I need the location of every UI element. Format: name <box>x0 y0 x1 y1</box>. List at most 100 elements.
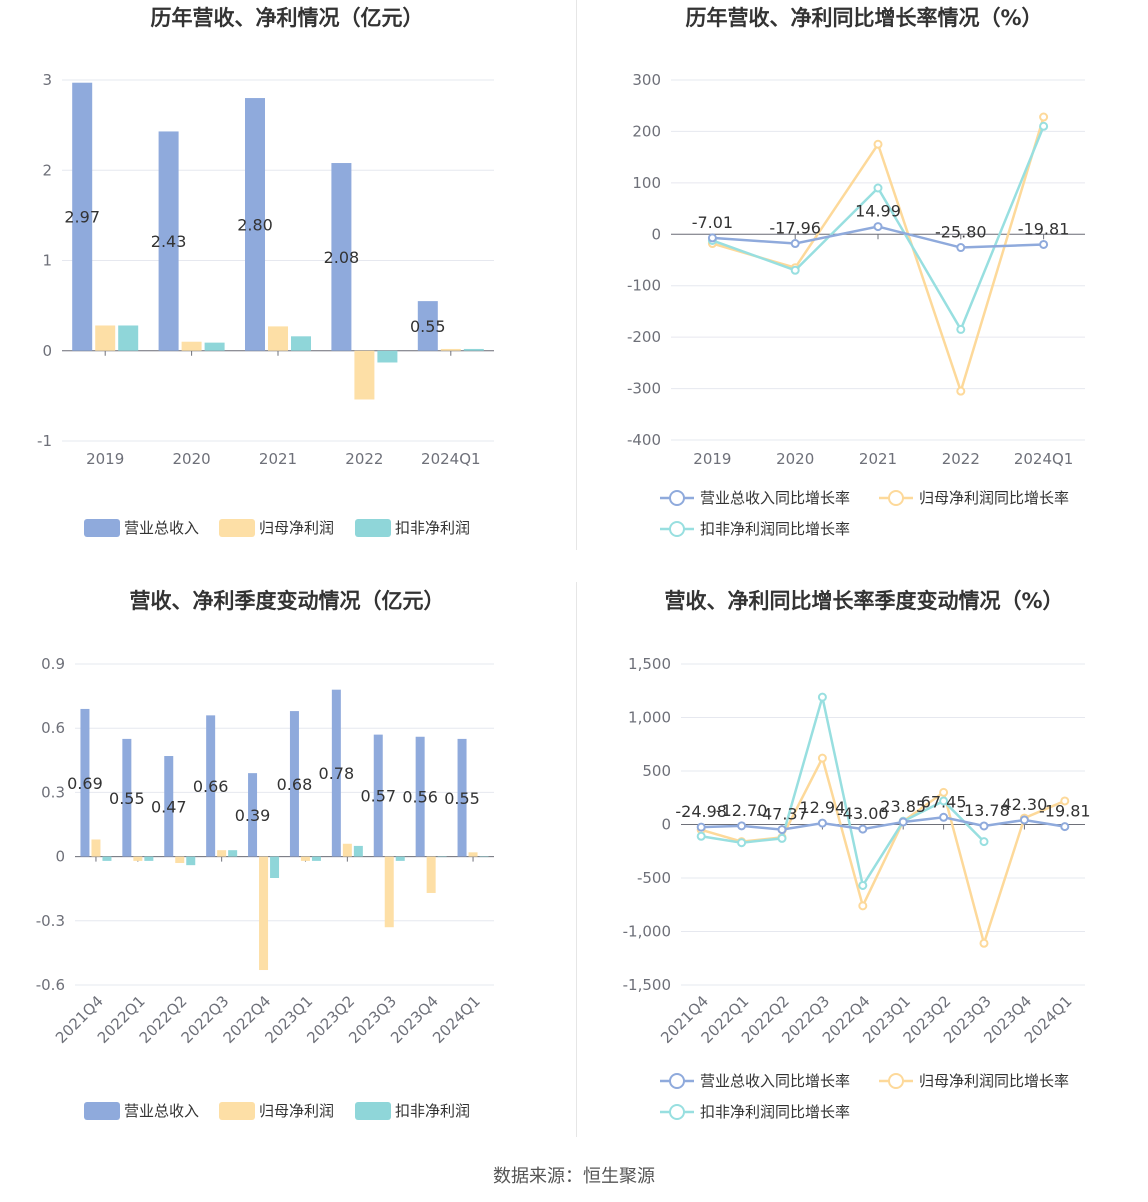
legend-swatch <box>355 1102 391 1120</box>
data-point <box>858 824 868 834</box>
y-tick-label: -100 <box>627 277 661 295</box>
data-label: 0.56 <box>402 788 438 807</box>
legend-marker <box>669 1073 685 1089</box>
data-point <box>1019 815 1029 825</box>
y-tick-label: 1 <box>42 252 52 270</box>
x-tick-label: 2020 <box>776 450 814 468</box>
bar-deducted-profit <box>479 856 489 858</box>
data-label: -19.81 <box>1039 802 1091 821</box>
data-label: 0.69 <box>67 774 103 793</box>
bar-revenue <box>248 773 258 857</box>
y-tick-label: 0.3 <box>41 783 65 801</box>
data-point <box>939 787 949 797</box>
y-tick-label: 0 <box>661 816 671 834</box>
bar-revenue <box>415 736 425 857</box>
data-point <box>817 692 827 702</box>
chart-annual-growth: -400 -300 -200 -100 0 100 200 300 2019 2020 2021 20… <box>627 71 1085 538</box>
legend-swatch <box>84 519 120 537</box>
legend-label: 扣非净利润同比增长率 <box>700 1103 850 1121</box>
panel-quarterly-growth: 营收、净利同比增长率季度变动情况（%） -1,500 -1,000 -500 0 500… <box>577 583 1148 1163</box>
x-tick-label: 2019 <box>693 450 731 468</box>
data-point <box>790 239 800 249</box>
y-tick-label: -500 <box>637 869 671 887</box>
legend-label: 营业总收入 <box>124 1102 199 1120</box>
series-line-parent-profit <box>700 754 1066 948</box>
data-label: 0.47 <box>151 797 187 816</box>
series-line-revenue <box>701 816 1066 831</box>
data-point <box>939 796 949 806</box>
legend-marker <box>669 490 685 506</box>
data-label: -43.00 <box>837 804 889 823</box>
chart-title: 历年营收、净利情况（亿元） <box>150 6 424 30</box>
chart-title: 营收、净利季度变动情况（亿元） <box>129 589 445 613</box>
bar-revenue <box>80 708 90 857</box>
bar-deducted-profit <box>291 336 311 351</box>
bar-deducted-profit <box>228 850 238 857</box>
bar-deducted-profit <box>353 845 363 857</box>
data-point <box>777 833 787 843</box>
data-point <box>858 901 868 911</box>
data-label: 12.94 <box>799 798 845 817</box>
y-tick-label: -0.3 <box>36 912 65 930</box>
data-point <box>1039 239 1049 249</box>
data-point <box>979 821 989 831</box>
data-label: -47.37 <box>756 805 808 824</box>
legend-swatch <box>219 519 255 537</box>
x-tick-label: 2020 <box>173 450 211 468</box>
x-tick-label: 2019 <box>86 450 124 468</box>
bar-revenue <box>164 756 174 857</box>
y-tick-label: 1,500 <box>628 655 671 673</box>
data-point <box>737 821 747 831</box>
data-label: 0.55 <box>410 317 446 336</box>
bar-parent-profit <box>217 850 227 857</box>
data-point <box>873 183 883 193</box>
chart-annual-amount: -1 0 1 2 3 2019 2020 2021 2022 2024Q1 2.97 2.43 2.80… <box>37 71 494 537</box>
data-label: -17.96 <box>769 219 821 238</box>
legend-label: 归母净利润 <box>259 1102 334 1120</box>
bar-revenue <box>122 738 132 857</box>
x-tick-label: 2022 <box>345 450 383 468</box>
data-point <box>817 753 827 763</box>
data-point <box>873 222 883 232</box>
bar-revenue <box>289 711 299 857</box>
legend-marker <box>888 490 904 506</box>
y-tick-label: -200 <box>627 328 661 346</box>
data-label: 2.97 <box>64 208 100 227</box>
data-point <box>1039 112 1049 122</box>
legend-swatch <box>355 519 391 537</box>
chart-title: 历年营收、净利同比增长率情况（%） <box>685 6 1043 30</box>
bar-revenue <box>331 163 352 351</box>
series-line-deducted-profit <box>701 696 985 889</box>
data-label: 0.55 <box>444 789 480 808</box>
data-label: 0.66 <box>193 777 229 796</box>
data-label: 0.68 <box>277 775 313 794</box>
legend-swatch <box>84 1102 120 1120</box>
y-tick-label: -1 <box>37 432 52 450</box>
data-point <box>696 831 706 841</box>
bar-revenue <box>417 301 438 351</box>
legend-label: 归母净利润 <box>259 519 334 537</box>
bar-parent-profit <box>440 348 461 351</box>
data-label: -13.78 <box>958 801 1010 820</box>
bar-parent-profit <box>175 856 185 864</box>
y-tick-label: -400 <box>627 431 661 449</box>
data-label: 0.39 <box>235 806 271 825</box>
series-line-parent-profit <box>712 116 1045 396</box>
data-point <box>956 386 966 396</box>
bar-deducted-profit <box>204 342 225 351</box>
bar-parent-profit <box>354 350 375 400</box>
data-label: 67.45 <box>921 792 967 811</box>
bar-parent-profit <box>268 326 288 351</box>
data-point <box>696 822 706 832</box>
panel-annual-amount: 历年营收、净利情况（亿元） -1 0 1 2 3 2019 2020 2021 2022 2024… <box>0 0 574 580</box>
data-label: 0.55 <box>109 789 145 808</box>
legend-marker <box>669 1104 685 1120</box>
bar-revenue <box>331 689 341 857</box>
y-tick-label: -1,500 <box>623 976 671 994</box>
data-point <box>1060 796 1070 806</box>
data-point <box>777 825 787 835</box>
data-label: 2.80 <box>237 215 273 234</box>
data-label: 0.57 <box>360 787 396 806</box>
data-point <box>817 818 827 828</box>
y-tick-label: -300 <box>627 380 661 398</box>
